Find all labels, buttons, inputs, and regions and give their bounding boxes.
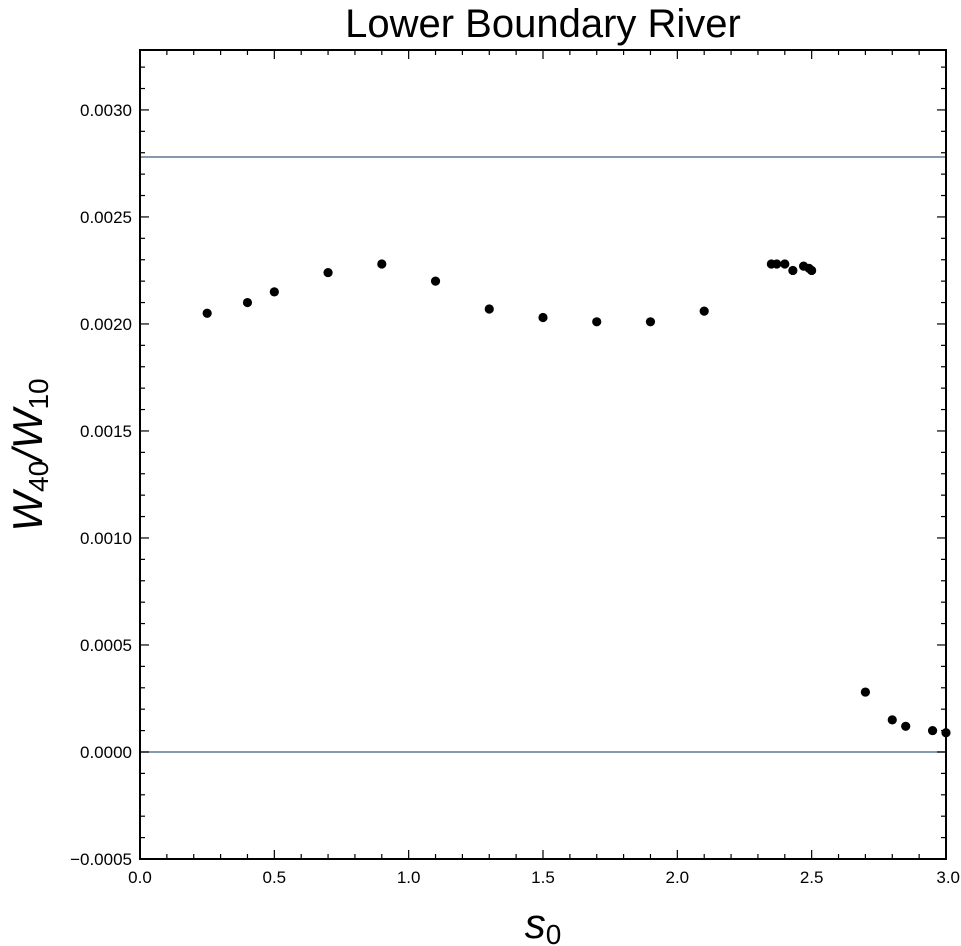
x-tick-label: 0.0 — [128, 868, 152, 887]
data-point — [323, 267, 333, 278]
x-tick-label: 1.0 — [397, 868, 421, 887]
data-point — [901, 721, 911, 731]
data-point — [645, 317, 656, 327]
x-tick-label: 1.5 — [531, 868, 555, 887]
y-axis-ticks: −0.0005 0.0000 0.0005 0.0010 0.0015 0.0020 0.0… — [70, 66, 946, 869]
x-tick-label: 2.0 — [666, 868, 690, 887]
plot-frame — [139, 49, 947, 860]
data-point — [887, 715, 897, 725]
x-tick-label: 2.5 — [800, 868, 824, 887]
reference-lines — [140, 156, 946, 753]
y-axis-label-den-base: W — [4, 406, 51, 449]
data-point — [772, 259, 782, 269]
y-tick-label: 0.0030 — [80, 101, 132, 120]
data-point — [538, 312, 548, 323]
y-axis-label-den-sub: 10 — [23, 378, 54, 409]
data-point — [860, 687, 871, 697]
x-axis-label-base: s — [525, 900, 546, 946]
y-tick-label: 0.0015 — [80, 422, 132, 441]
data-point — [699, 306, 709, 316]
y-tick-label: 0.0025 — [80, 208, 132, 227]
data-points — [202, 259, 951, 738]
data-point — [484, 304, 494, 314]
y-tick-label: 0.0000 — [80, 743, 132, 762]
y-tick-label: 0.0020 — [80, 315, 132, 334]
y-axis-label: W40/W10 — [4, 378, 54, 531]
data-point — [242, 297, 253, 308]
x-tick-label: 0.5 — [263, 868, 287, 887]
chart-title: Lower Boundary River — [345, 2, 741, 46]
y-tick-label: 0.0010 — [80, 529, 132, 548]
data-point — [430, 276, 441, 286]
data-point — [780, 259, 790, 269]
x-axis-ticks: 0.0 0.5 1.0 1.5 2.0 2.5 3.0 — [128, 50, 960, 887]
y-axis-label-num-base: W — [4, 489, 51, 532]
data-point — [807, 265, 817, 276]
y-axis-label-sep: / — [4, 445, 51, 464]
y-tick-label: −0.0005 — [70, 850, 132, 869]
x-axis-label: s0 — [525, 900, 562, 946]
data-point — [592, 317, 602, 327]
data-point — [377, 259, 387, 269]
y-axis-label-num-sub: 40 — [23, 461, 54, 492]
data-point — [788, 265, 798, 276]
x-axis-label-sub: 0 — [546, 919, 562, 946]
data-point — [927, 725, 938, 736]
y-tick-label: 0.0005 — [80, 636, 132, 655]
data-point — [269, 287, 279, 297]
data-point — [202, 308, 212, 318]
x-tick-label: 3.0 — [936, 868, 960, 887]
